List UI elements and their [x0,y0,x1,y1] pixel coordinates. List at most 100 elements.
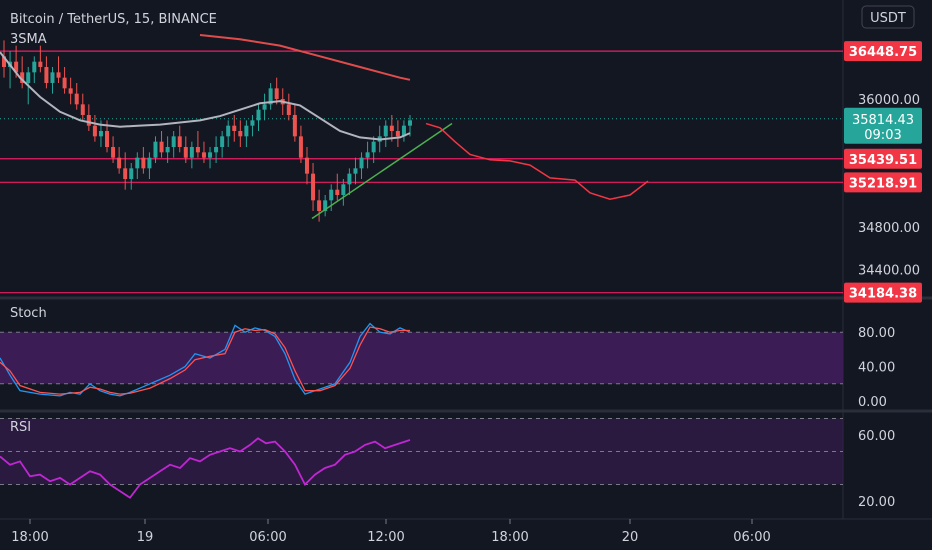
candle[interactable] [359,152,364,179]
current-price-text: 35814.43 [852,113,914,128]
candle-body [92,125,97,137]
candle[interactable] [220,131,225,158]
candle[interactable] [153,136,158,163]
candle-body [317,200,322,211]
candle-body [32,61,37,73]
candle[interactable] [2,40,6,78]
candle[interactable] [389,115,394,142]
rsi-pane-title: RSI [10,420,31,435]
candle[interactable] [80,93,85,121]
horizontal-levels[interactable] [0,50,843,294]
candle[interactable] [214,136,219,163]
rsi-tick-label: 60.00 [858,429,895,444]
currency-label: USDT [870,11,906,26]
candle[interactable] [123,152,128,190]
candle[interactable] [335,173,340,201]
candle[interactable] [159,131,164,158]
candle-body [220,136,225,147]
candle[interactable] [395,120,400,147]
candle-body [105,131,110,147]
candle-body [111,147,116,158]
candle[interactable] [38,45,43,73]
candle-body [311,173,316,201]
candle[interactable] [32,56,37,83]
candle[interactable] [183,136,188,163]
candle[interactable] [20,56,25,89]
candle[interactable] [238,120,243,147]
candle-body [383,125,388,137]
sma-slow-line[interactable] [199,34,411,81]
candle[interactable] [347,168,352,195]
stoch-k-line[interactable] [0,322,411,397]
candle[interactable] [262,93,267,121]
candle[interactable] [365,141,370,169]
candle[interactable] [129,163,134,190]
candle[interactable] [86,104,91,131]
candle[interactable] [408,115,412,137]
candle[interactable] [74,83,79,110]
candle[interactable] [117,147,122,174]
candle[interactable] [268,83,273,110]
candle[interactable] [177,125,182,153]
green-trendline[interactable] [311,122,453,220]
candle[interactable] [329,184,334,211]
candle[interactable] [171,131,176,158]
candle[interactable] [383,120,388,147]
candle[interactable] [286,93,291,121]
candle[interactable] [208,147,213,169]
current-price-badge-bg [844,107,922,144]
candle[interactable] [92,115,97,142]
candle[interactable] [341,179,346,206]
sma-fast-line[interactable] [0,51,411,141]
candle[interactable] [292,104,297,142]
candle[interactable] [44,56,49,89]
candle[interactable] [353,157,358,185]
candle[interactable] [56,56,61,83]
projection-path[interactable] [425,122,649,201]
candle[interactable] [165,136,170,163]
candle[interactable] [50,67,55,94]
candle-body [123,168,128,179]
candle[interactable] [250,115,255,137]
candle[interactable] [311,163,316,211]
candle[interactable] [256,104,261,131]
candle-body [226,125,231,137]
candle[interactable] [201,141,206,163]
currency-badge[interactable] [861,5,915,29]
level-badge-bg [844,172,922,193]
candle[interactable] [298,125,303,163]
candle[interactable] [244,120,249,147]
candle[interactable] [141,147,146,174]
candle-body [135,157,140,169]
price-tick-label: 36000.00 [858,93,920,108]
candle[interactable] [371,136,376,163]
stoch-d-line[interactable] [0,326,410,395]
candle-body [304,157,309,174]
candle-body [359,157,364,169]
candle[interactable] [111,136,116,163]
candle[interactable] [147,152,152,179]
candle-body [292,115,297,137]
candle-body [268,88,273,105]
candle[interactable] [62,67,67,94]
candle[interactable] [135,152,140,179]
level-badge: 34184.38 [844,282,922,303]
rsi-line[interactable] [0,437,411,499]
candle[interactable] [68,77,73,105]
candle[interactable] [317,189,322,222]
candle-body [129,168,134,179]
candle[interactable] [232,115,237,142]
candle[interactable] [189,141,194,169]
candle[interactable] [195,131,200,158]
level-badge: 35439.51 [844,148,922,169]
candle-body [395,131,400,137]
time-tick-label: 06:00 [249,530,286,545]
candle[interactable] [401,120,406,142]
level-badge-text: 35218.91 [849,176,917,191]
candle[interactable] [226,120,231,147]
candle[interactable] [274,77,279,105]
candle[interactable] [304,147,309,185]
candle[interactable] [323,195,328,217]
price-tick-label: 34400.00 [858,264,920,279]
